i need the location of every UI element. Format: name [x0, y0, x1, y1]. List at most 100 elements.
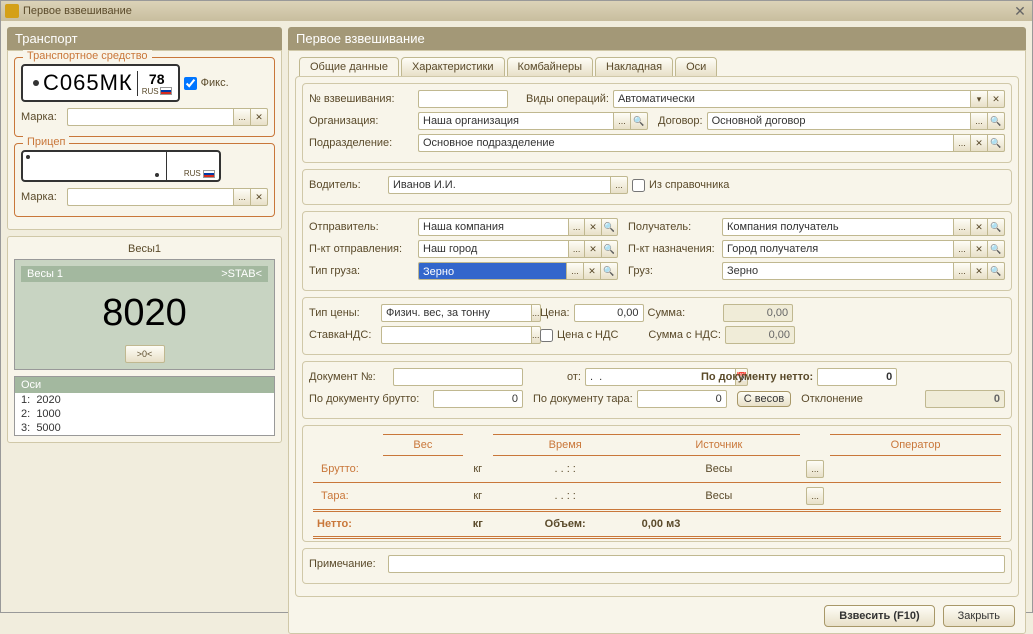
lookup-button[interactable]: ... [613, 112, 631, 130]
lookup-button[interactable]: ... [953, 262, 971, 280]
trailer-plate[interactable]: RUS [21, 150, 221, 182]
trailer-marka-clear-button[interactable]: ✕ [250, 188, 268, 206]
search-button[interactable]: 🔍 [630, 112, 648, 130]
price-label: Цена: [540, 307, 570, 319]
ru-flag-icon [160, 87, 172, 95]
from-scales-button[interactable]: С весов [737, 391, 791, 407]
from-dir-checkbox[interactable] [632, 179, 645, 192]
contract-input[interactable] [707, 112, 971, 130]
lookup-button[interactable]: ... [970, 112, 988, 130]
sum-label: Сумма: [648, 307, 686, 319]
lookup-button[interactable]: ... [568, 218, 585, 236]
clear-button[interactable]: ✕ [970, 240, 988, 258]
vat-rate-label: СтавкаНДС: [309, 329, 377, 341]
price-vat-checkbox[interactable] [540, 329, 553, 342]
clear-button[interactable]: ✕ [970, 218, 988, 236]
sender-input[interactable] [418, 218, 569, 236]
clear-button[interactable]: ✕ [584, 218, 601, 236]
doc-gross-input[interactable] [433, 390, 523, 408]
deviation-label: Отклонение [801, 393, 863, 405]
tab-axes[interactable]: Оси [675, 57, 717, 76]
deviation-value [925, 390, 1005, 408]
sum-value [723, 304, 793, 322]
trailer-marka-lookup-button[interactable]: ... [233, 188, 251, 206]
clear-button[interactable]: ✕ [970, 262, 988, 280]
clear-button[interactable]: ✕ [987, 90, 1005, 108]
trailer-marka-input[interactable] [67, 188, 234, 206]
sender-label: Отправитель: [309, 221, 414, 233]
sum-vat-label: Сумма с НДС: [648, 329, 721, 341]
lookup-button[interactable]: ... [610, 176, 628, 194]
doc-no-input[interactable] [393, 368, 523, 386]
note-input[interactable] [388, 555, 1005, 573]
price-vat-label: Цена с НДС [557, 329, 618, 341]
vehicle-legend: Транспортное средство [23, 50, 152, 62]
cargo-input[interactable] [722, 262, 954, 280]
driver-input[interactable] [388, 176, 611, 194]
lookup-button[interactable]: ... [953, 240, 971, 258]
lookup-button[interactable]: ... [953, 134, 971, 152]
search-button[interactable]: 🔍 [987, 240, 1005, 258]
recipient-input[interactable] [722, 218, 954, 236]
doc-tare-label: По документу тара: [533, 393, 633, 405]
marka-lookup-button[interactable]: ... [233, 108, 251, 126]
scale-name: Весы 1 [27, 268, 63, 280]
vehicle-plate[interactable]: С065МК 78 RUS [21, 64, 180, 102]
ru-flag-icon [203, 170, 215, 178]
op-types-input[interactable] [613, 90, 971, 108]
clear-button[interactable]: ✕ [970, 134, 988, 152]
price-type-input[interactable] [381, 304, 532, 322]
tab-invoice[interactable]: Накладная [595, 57, 673, 76]
fix-label: Фикс. [201, 77, 229, 89]
close-button[interactable]: Закрыть [943, 605, 1015, 627]
weighing-header: Первое взвешивание [288, 27, 1026, 50]
tab-characteristics[interactable]: Характеристики [401, 57, 505, 76]
weighing-no-label: № взвешивания: [309, 93, 414, 105]
dropdown-button[interactable]: ▾ [970, 90, 988, 108]
lookup-button[interactable]: ... [566, 262, 584, 280]
org-input[interactable] [418, 112, 614, 130]
tab-general[interactable]: Общие данные [299, 57, 399, 77]
source-lookup-button[interactable]: ... [806, 487, 824, 505]
search-button[interactable]: 🔍 [600, 262, 618, 280]
axis-row: 2: 1000 [15, 407, 274, 421]
search-button[interactable]: 🔍 [987, 134, 1005, 152]
search-button[interactable]: 🔍 [987, 112, 1005, 130]
clear-button[interactable]: ✕ [584, 240, 601, 258]
col-weight: Вес [383, 435, 463, 456]
cargo-type-input[interactable]: Зерно [418, 262, 567, 280]
clear-button[interactable]: ✕ [583, 262, 601, 280]
doc-net-input[interactable] [817, 368, 897, 386]
weighing-no-input[interactable] [418, 90, 508, 108]
close-icon[interactable]: ✕ [1012, 3, 1028, 19]
scale-zero-button[interactable]: >0< [125, 345, 165, 363]
dest-point-input[interactable] [722, 240, 954, 258]
vat-rate-input[interactable] [381, 326, 532, 344]
col-operator: Оператор [830, 435, 1001, 456]
weigh-button[interactable]: Взвесить (F10) [824, 605, 934, 627]
fix-checkbox[interactable] [184, 77, 197, 90]
vehicle-marka-label: Марка: [21, 111, 63, 123]
marka-clear-button[interactable]: ✕ [250, 108, 268, 126]
search-button[interactable]: 🔍 [601, 218, 618, 236]
tab-combiners[interactable]: Комбайнеры [507, 57, 594, 76]
table-row: Брутто: кг . . : : Весы ... [313, 456, 1001, 483]
scale-display: Весы 1 >STAB< 8020 >0< [14, 259, 275, 370]
source-lookup-button[interactable]: ... [806, 460, 824, 478]
price-input[interactable] [574, 304, 644, 322]
search-button[interactable]: 🔍 [987, 218, 1005, 236]
search-button[interactable]: 🔍 [987, 262, 1005, 280]
axes-header: Оси [15, 377, 274, 393]
scale-status: >STAB< [221, 268, 262, 280]
cargo-type-label: Тип груза: [309, 265, 414, 277]
table-row: Нетто: кг Объем: 0,00 м3 [313, 510, 1001, 537]
lookup-button[interactable]: ... [953, 218, 971, 236]
search-button[interactable]: 🔍 [601, 240, 618, 258]
doc-tare-input[interactable] [637, 390, 727, 408]
dept-input[interactable] [418, 134, 954, 152]
vehicle-marka-input[interactable] [67, 108, 234, 126]
price-type-label: Тип цены: [309, 307, 377, 319]
plate-number: С065МК [43, 70, 133, 96]
dep-point-input[interactable] [418, 240, 569, 258]
lookup-button[interactable]: ... [568, 240, 585, 258]
